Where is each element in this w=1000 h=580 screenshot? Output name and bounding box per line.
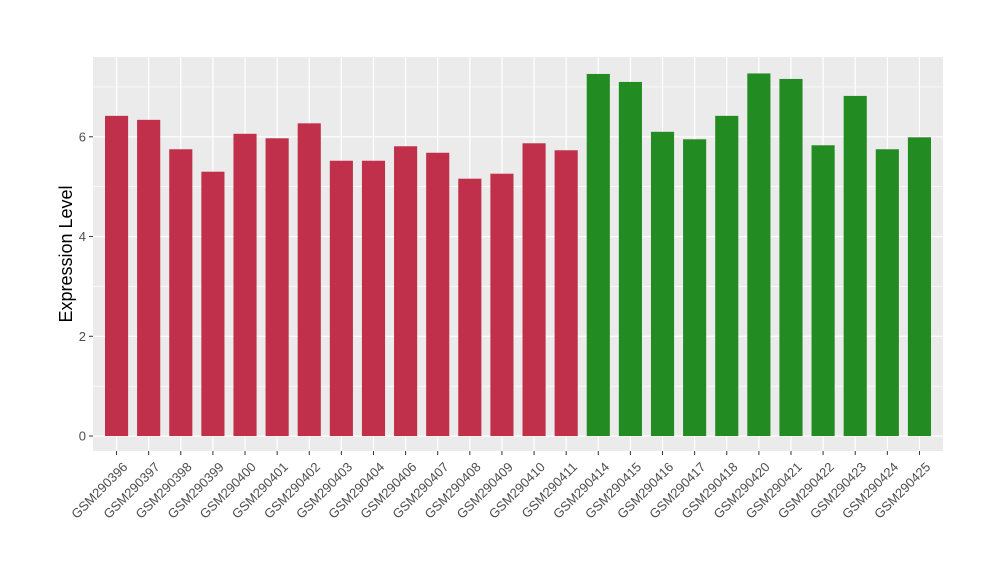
bar <box>169 149 193 437</box>
bar <box>297 123 321 437</box>
y-tick-label: 2 <box>79 329 86 344</box>
y-tick-label: 4 <box>79 229 86 244</box>
x-axis: GSM290396GSM290397GSM290398GSM290399GSM2… <box>68 451 933 522</box>
y-tick-label: 0 <box>79 429 86 444</box>
bar <box>458 178 482 437</box>
bars <box>104 73 932 437</box>
bar <box>907 137 932 437</box>
bar <box>361 160 386 437</box>
bar <box>779 78 803 437</box>
bar <box>426 152 450 437</box>
y-tick-label: 6 <box>79 129 86 144</box>
bar <box>747 73 771 437</box>
bar <box>811 145 835 437</box>
bar <box>715 115 739 437</box>
bar <box>522 143 546 437</box>
bar <box>683 139 707 437</box>
bar <box>233 133 257 437</box>
bar <box>137 119 161 437</box>
y-axis-title: Expression Level <box>56 185 76 322</box>
bar <box>104 115 129 437</box>
bar <box>265 138 289 437</box>
bar <box>650 131 675 437</box>
bar <box>554 150 578 437</box>
bar <box>843 95 867 437</box>
bar <box>490 173 514 437</box>
bar <box>618 81 642 437</box>
bar <box>586 73 610 437</box>
y-axis: 0 2 4 6 <box>79 129 93 444</box>
bar <box>329 160 353 437</box>
bar <box>201 171 225 437</box>
bar <box>394 146 418 437</box>
bar <box>875 149 899 437</box>
